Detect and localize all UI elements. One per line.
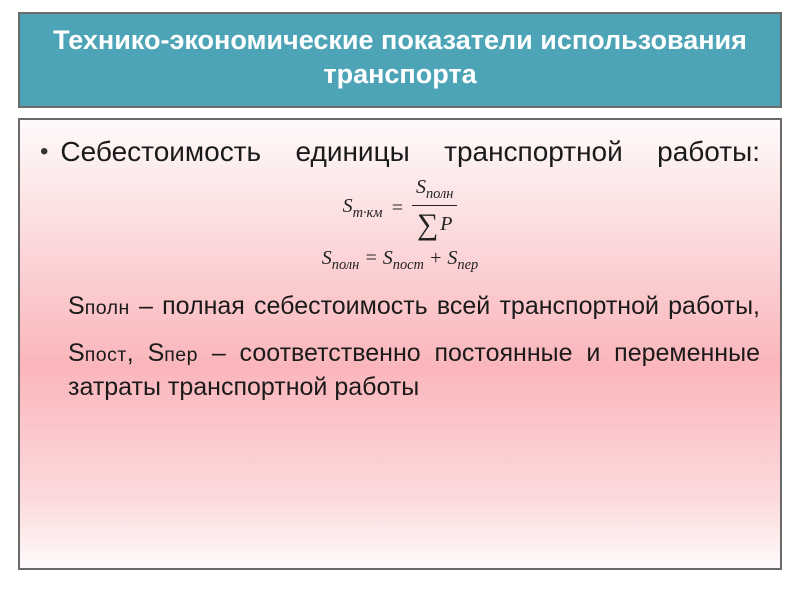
f1-left-sym: S — [343, 195, 353, 217]
f2-left-sym: S — [322, 247, 332, 269]
def2-sym1-small: пост — [85, 344, 127, 366]
bullet-icon: • — [40, 138, 48, 166]
def1-text: – полная себестоимость всей транспортной… — [130, 292, 760, 320]
fraction-bar — [412, 205, 457, 206]
f1-den-P: P — [440, 213, 452, 235]
f1-left-sub: т·км — [353, 205, 383, 221]
sigma-icon: ∑ — [417, 208, 438, 241]
slide-title: Технико-экономические показатели использ… — [18, 12, 782, 108]
f1-num-sym: S — [416, 176, 426, 198]
formula-2: Sполн = Sпост + Sпер — [40, 247, 760, 274]
content-box: • Себестоимость единицы транспортной раб… — [18, 118, 782, 570]
f2-a-sub: пост — [393, 257, 424, 273]
f1-num-sub: полн — [426, 186, 453, 202]
def2-comma: , — [127, 339, 148, 367]
f2-eq: = — [364, 247, 378, 269]
f2-b-sub: пер — [457, 257, 478, 273]
def2-sym2-big: S — [148, 339, 165, 367]
f2-a-sym: S — [383, 247, 393, 269]
slide: Технико-экономические показатели использ… — [0, 0, 800, 600]
lead-row: • Себестоимость единицы транспортной раб… — [40, 134, 760, 170]
formula-1: Sт·км = Sполн ∑ P — [343, 176, 458, 241]
def1-sym-big: S — [68, 292, 85, 320]
f1-eq: = — [390, 197, 404, 220]
def1-sym-small: полн — [85, 297, 130, 319]
lead-text: Себестоимость единицы транспортной работ… — [60, 134, 760, 170]
f2-plus: + — [429, 247, 443, 269]
definition-2: Sпост, Sпер – соответственно постоянные … — [68, 337, 760, 405]
f2-b-sym: S — [447, 247, 457, 269]
def2-sym2-small: пер — [164, 344, 198, 366]
def2-sym1-big: S — [68, 339, 85, 367]
f2-left-sub: полн — [332, 257, 359, 273]
formula-block: Sт·км = Sполн ∑ P Sполн = Sпост — [40, 176, 760, 274]
f1-fraction: Sполн ∑ P — [412, 176, 457, 241]
definition-1: Sполн – полная себестоимость всей трансп… — [68, 290, 760, 324]
